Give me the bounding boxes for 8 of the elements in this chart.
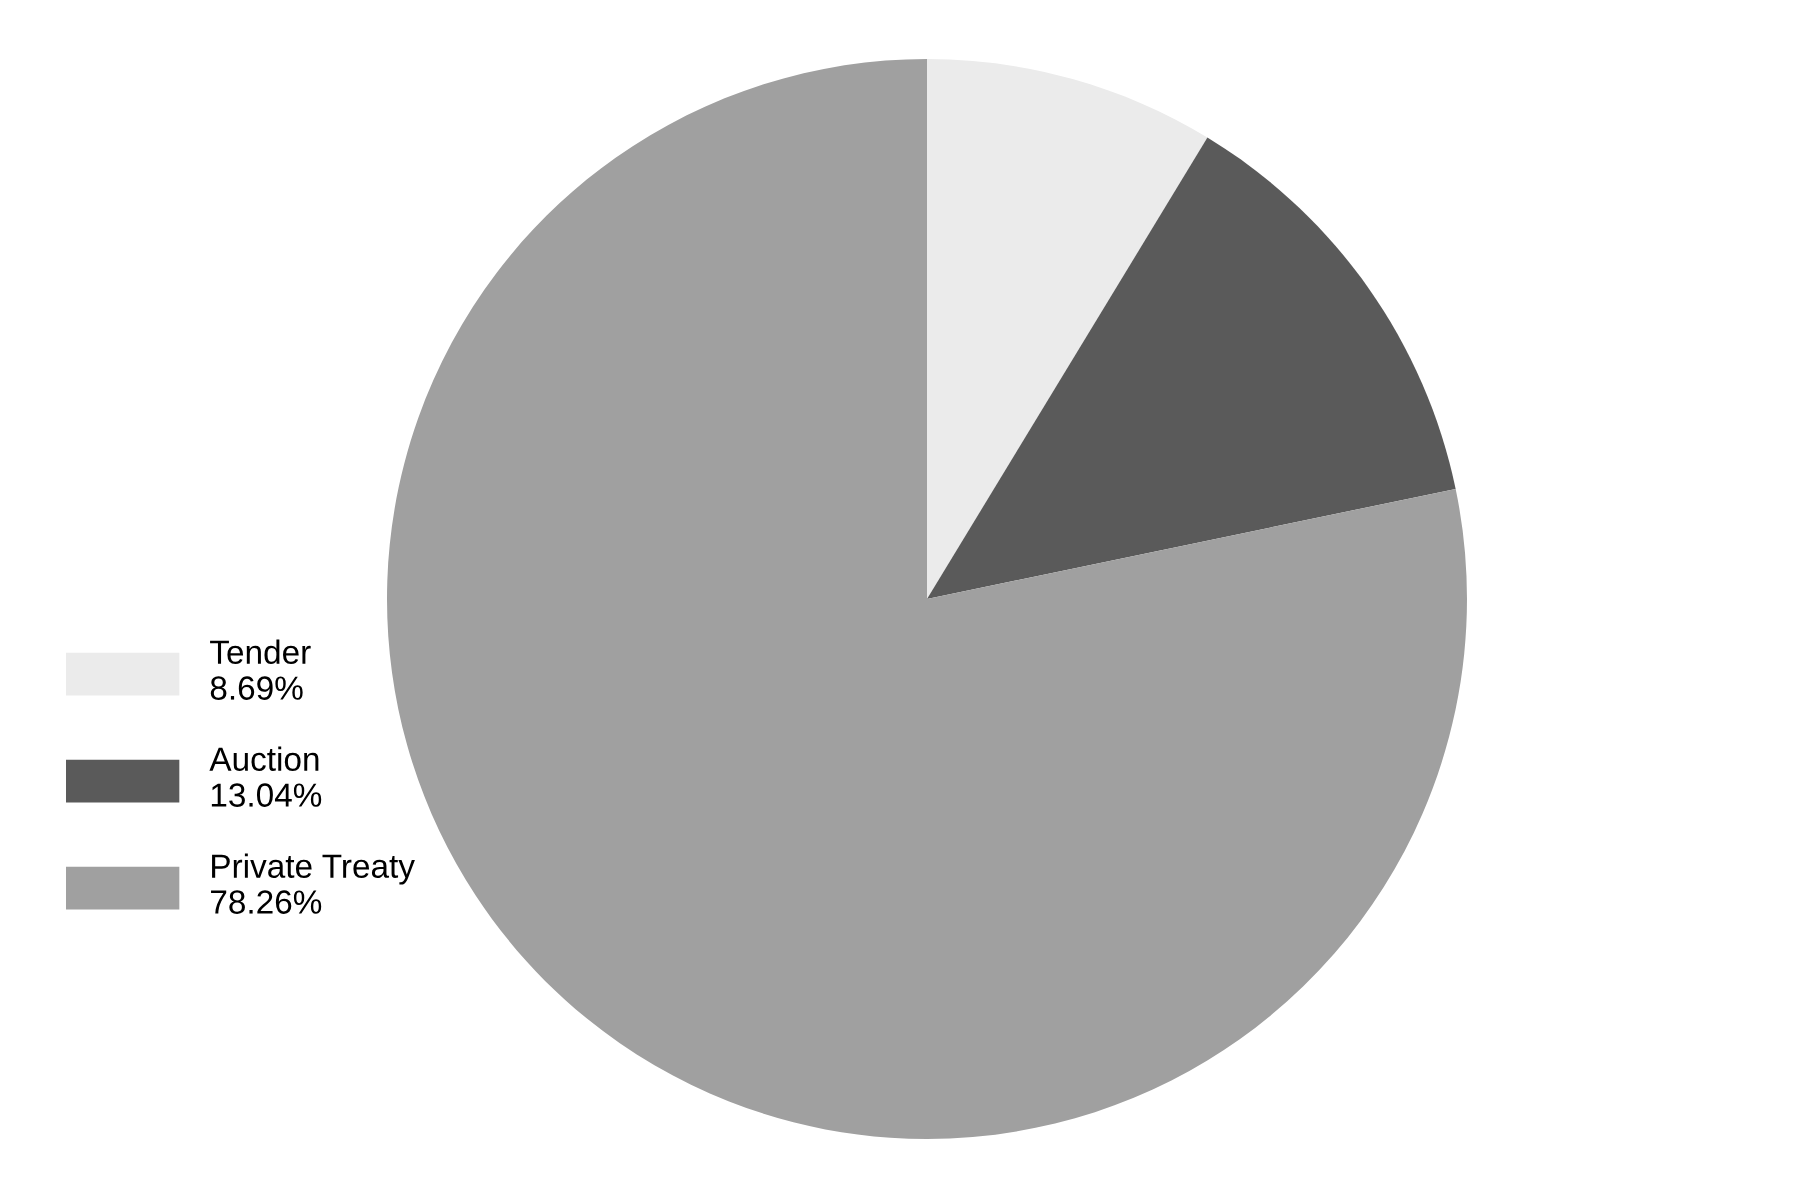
pie-slice (927, 59, 1208, 599)
data-label: 78.26% (211, 890, 322, 914)
legend-label: Tender (210, 639, 311, 665)
pie-slice (927, 137, 1456, 599)
data-label: 8.69% (210, 676, 303, 700)
legend-label: Private Treaty (212, 853, 415, 885)
legend-label: Auction (209, 746, 319, 771)
data-label: 13.04% (211, 783, 322, 807)
